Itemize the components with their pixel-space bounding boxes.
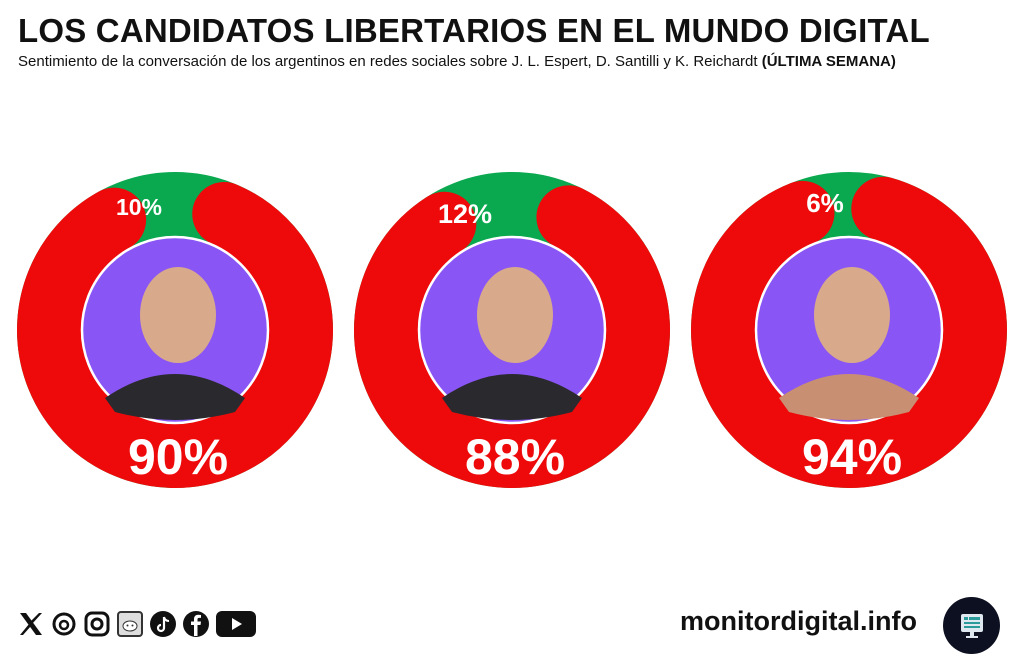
monitor-logo-icon — [943, 597, 1000, 654]
facebook-icon[interactable] — [181, 608, 211, 640]
youtube-icon[interactable] — [214, 608, 258, 640]
candidate-body — [442, 374, 582, 420]
tiktok-icon[interactable] — [148, 608, 178, 640]
candidate-face — [814, 267, 890, 363]
threads-icon[interactable] — [49, 608, 79, 640]
positive-label: 12% — [438, 199, 492, 229]
negative-label: 94% — [802, 429, 902, 485]
instagram-icon[interactable] — [82, 608, 112, 640]
subtitle-period: (ÚLTIMA SEMANA) — [761, 53, 896, 70]
negative-slice — [354, 171, 670, 488]
donut-charts: 10% 90% 12% 88% 6% 94% — [17, 171, 1007, 488]
page-title: LOS CANDIDATOS LIBERTARIOS EN EL MUNDO D… — [18, 12, 930, 49]
negative-label: 88% — [465, 429, 565, 485]
candidate-body — [105, 374, 245, 420]
negative-slice — [17, 172, 333, 488]
subtitle: Sentimiento de la conversación de los ar… — [18, 53, 896, 70]
candidate-face — [477, 267, 553, 363]
candidate-body — [779, 374, 919, 420]
reddit-icon[interactable] — [115, 608, 145, 640]
candidate-face — [140, 267, 216, 363]
negative-slice — [691, 171, 1007, 488]
social-icons — [16, 608, 258, 640]
positive-label: 6% — [806, 188, 844, 218]
site-url[interactable]: monitordigital.info — [680, 606, 917, 636]
subtitle-text: Sentimiento de la conversación de los ar… — [18, 53, 758, 70]
positive-label: 10% — [116, 194, 162, 220]
x-icon[interactable] — [16, 608, 46, 640]
negative-label: 90% — [128, 429, 228, 485]
